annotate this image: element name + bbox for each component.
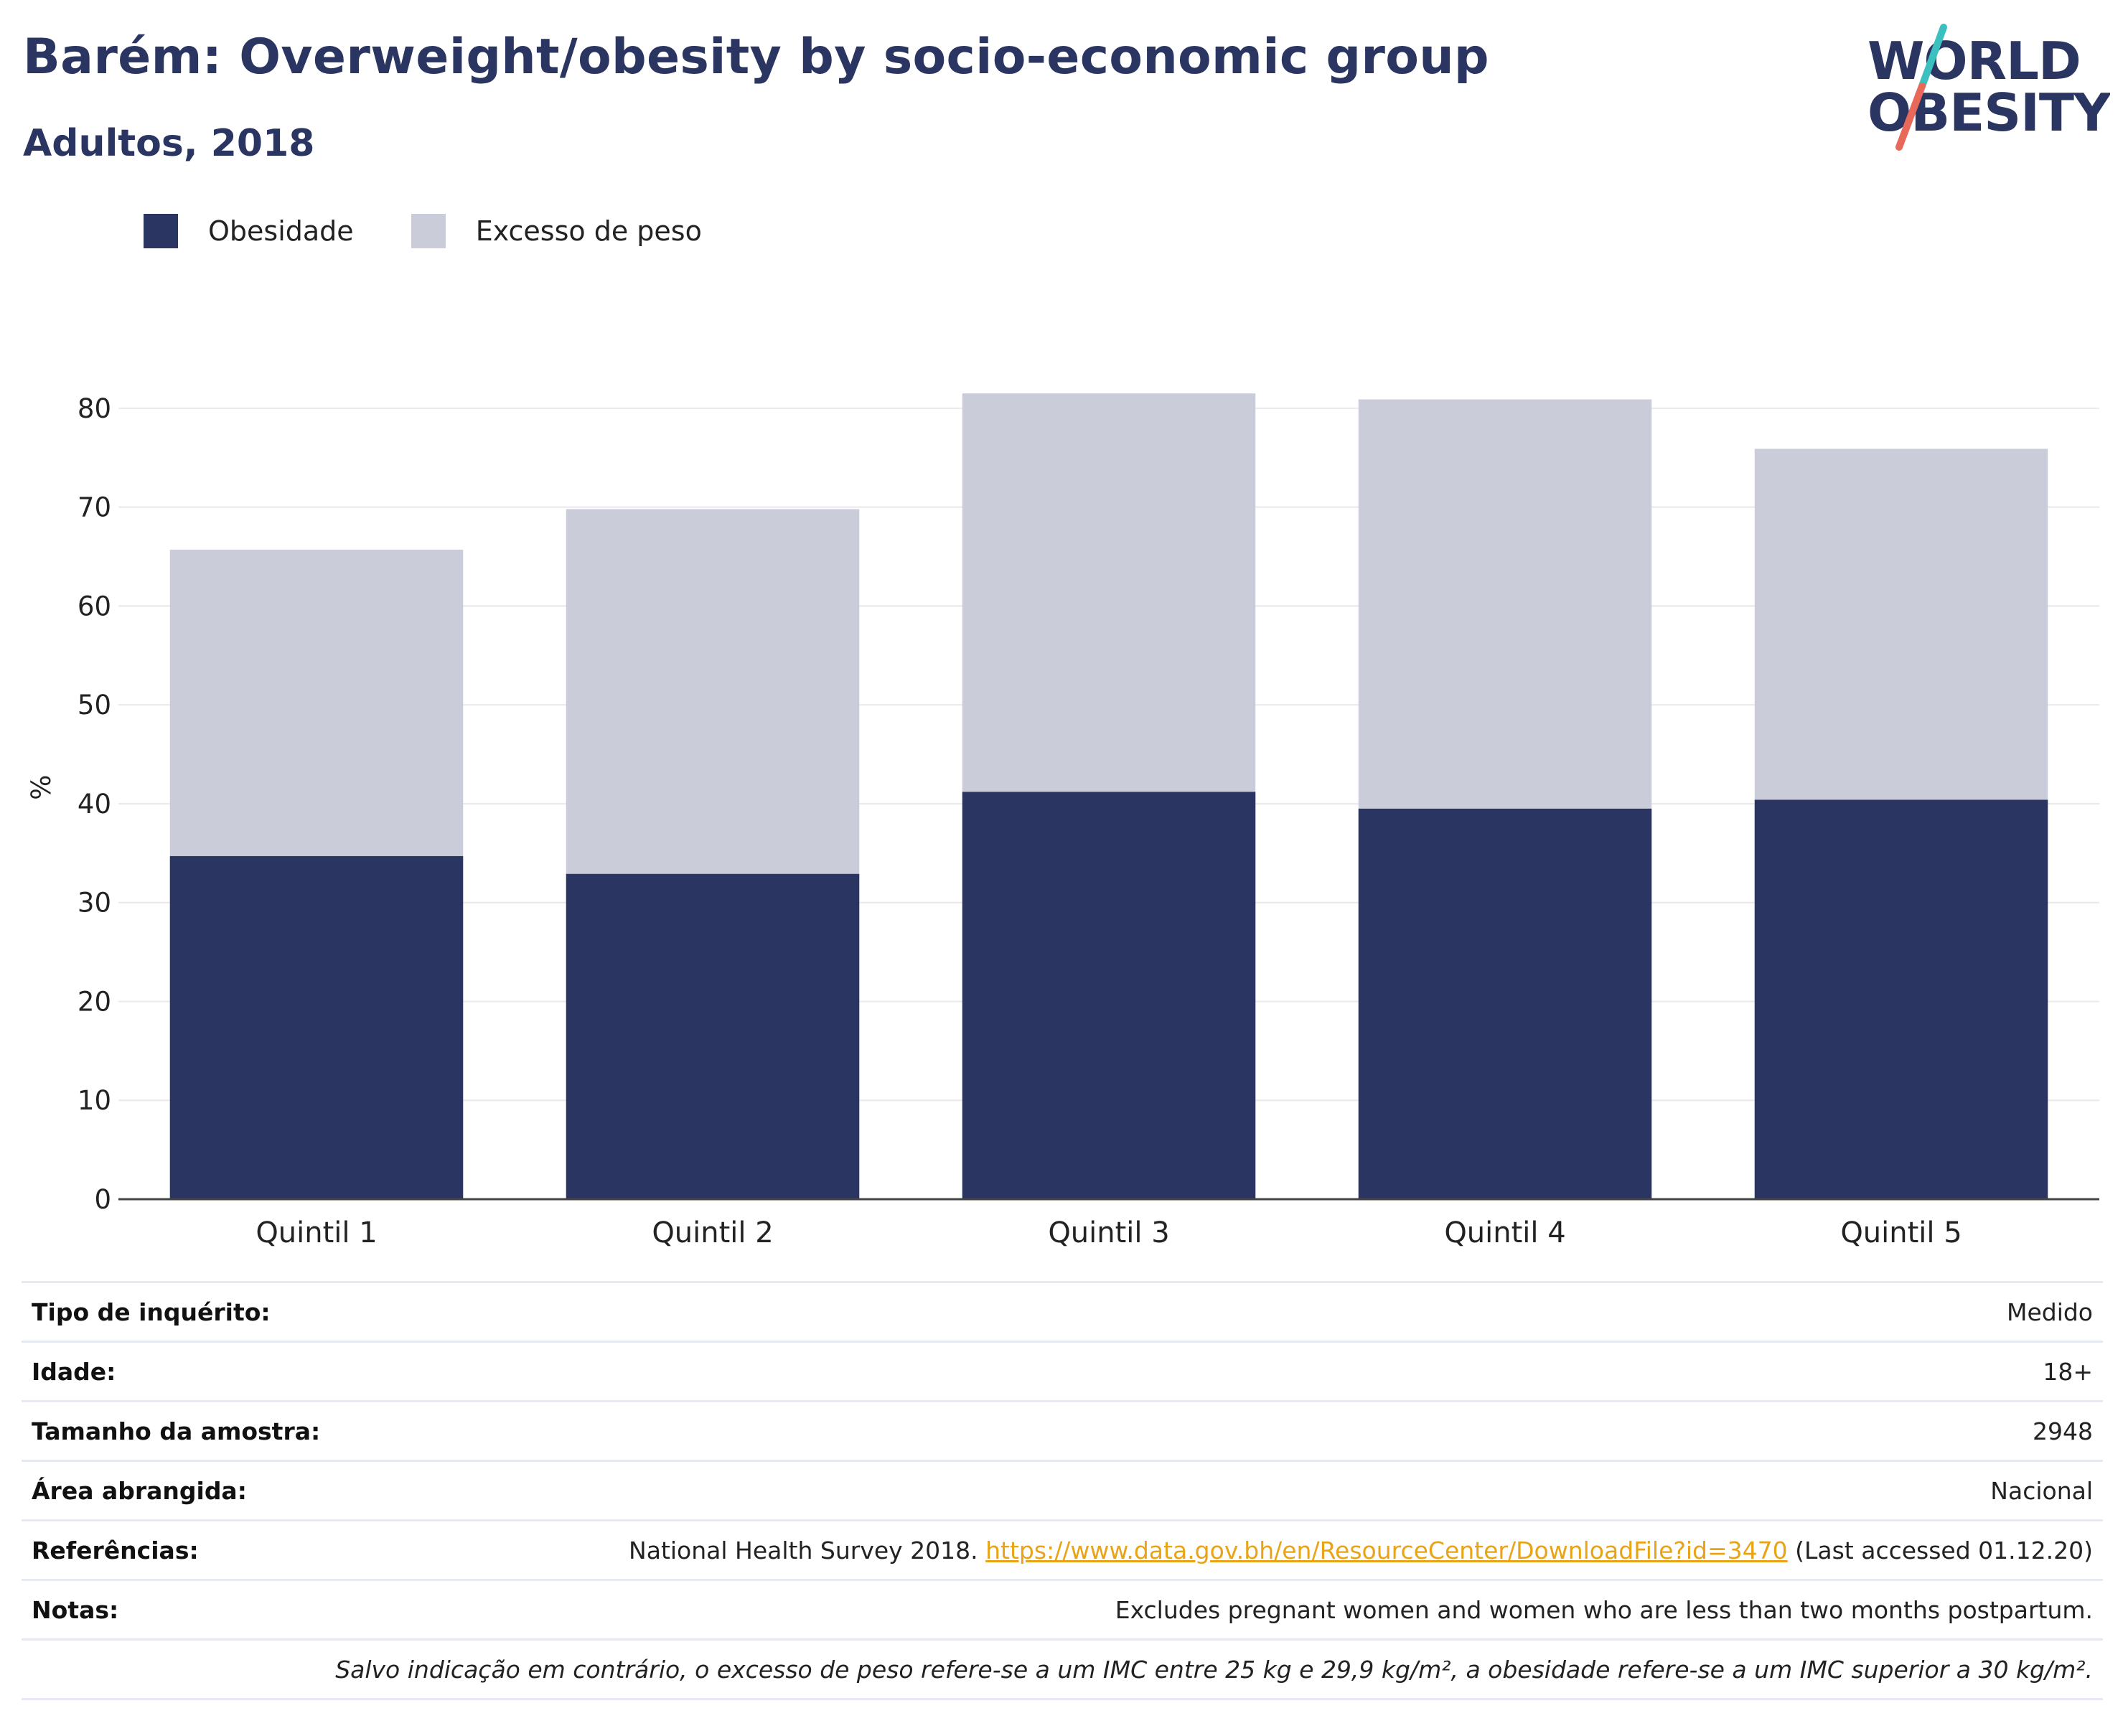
bar-obesity bbox=[1358, 808, 1652, 1199]
legend-label-overweight: Excesso de peso bbox=[475, 215, 702, 247]
y-tick-label: 20 bbox=[78, 986, 111, 1017]
info-row-survey-type: Tipo de inquérito: Medido bbox=[22, 1281, 2103, 1342]
info-row-footnote: Salvo indicação em contrário, o excesso … bbox=[22, 1638, 2103, 1700]
info-label: Tamanho da amostra: bbox=[22, 1400, 380, 1461]
y-axis-title: % bbox=[26, 775, 57, 800]
info-value: Nacional bbox=[380, 1460, 2103, 1521]
info-label: Tipo de inquérito: bbox=[22, 1281, 380, 1342]
y-tick-label: 40 bbox=[78, 789, 111, 820]
info-label: Área abrangida: bbox=[22, 1460, 380, 1521]
logo-line-1: WORLD bbox=[1867, 31, 2081, 91]
bar-obesity bbox=[962, 792, 1256, 1199]
legend-swatch-obesity bbox=[144, 214, 178, 248]
info-row-sample-size: Tamanho da amostra: 2948 bbox=[22, 1400, 2103, 1461]
bar-chart: 0 10 20 30 40 50 60 70 80% Quintil 1 Quintil 2 Quin… bbox=[26, 393, 2099, 1249]
info-row-area: Área abrangida: Nacional bbox=[22, 1460, 2103, 1521]
chart-subtitle: Adultos, 2018 bbox=[23, 122, 315, 165]
x-tick-label: Quintil 2 bbox=[652, 1216, 773, 1249]
legend-item-overweight[interactable]: Excesso de peso bbox=[411, 214, 702, 248]
chart-title: Barém: Overweight/obesity by socio-econo… bbox=[23, 29, 1489, 85]
y-tick-label: 30 bbox=[78, 888, 111, 919]
bar-obesity bbox=[1754, 799, 2048, 1199]
x-tick-label: Quintil 1 bbox=[256, 1216, 377, 1249]
x-tick-label: Quintil 4 bbox=[1444, 1216, 1565, 1249]
info-label: Idade: bbox=[22, 1341, 380, 1402]
info-row-notes: Notas: Excludes pregnant women and women… bbox=[22, 1579, 2103, 1640]
y-tick-label: 50 bbox=[78, 690, 111, 721]
info-label: Notas: bbox=[22, 1579, 380, 1640]
x-tick-label: Quintil 3 bbox=[1048, 1216, 1169, 1249]
y-tick-label: 10 bbox=[78, 1085, 111, 1116]
reference-text: National Health Survey 2018. bbox=[629, 1536, 986, 1564]
info-value: Medido bbox=[380, 1281, 2103, 1342]
info-value: Excludes pregnant women and women who ar… bbox=[380, 1579, 2103, 1640]
info-value: National Health Survey 2018. https://www… bbox=[380, 1519, 2103, 1580]
info-value: 2948 bbox=[380, 1400, 2103, 1461]
legend-label-obesity: Obesidade bbox=[208, 215, 354, 247]
y-tick-label: 80 bbox=[78, 393, 111, 424]
bar-obesity bbox=[169, 855, 464, 1199]
logo-slash-top bbox=[1918, 24, 1947, 90]
y-tick-label: 60 bbox=[78, 591, 111, 621]
world-obesity-logo: WORLD OBESITY bbox=[1867, 24, 2110, 151]
info-label: Referências: bbox=[22, 1519, 380, 1580]
legend: Obesidade Excesso de peso bbox=[144, 210, 759, 253]
y-tick-label: 70 bbox=[78, 492, 111, 523]
bar-obesity bbox=[566, 873, 860, 1199]
reference-link[interactable]: https://www.data.gov.bh/en/ResourceCente… bbox=[985, 1536, 1788, 1564]
bmi-footnote: Salvo indicação em contrário, o excesso … bbox=[22, 1638, 2103, 1700]
legend-swatch-overweight bbox=[411, 214, 446, 248]
info-row-age: Idade: 18+ bbox=[22, 1341, 2103, 1402]
info-value: 18+ bbox=[380, 1341, 2103, 1402]
y-tick-label: 0 bbox=[94, 1184, 111, 1215]
reference-accessed: (Last accessed 01.12.20) bbox=[1787, 1536, 2093, 1564]
info-row-references: Referências: National Health Survey 2018… bbox=[22, 1519, 2103, 1580]
logo-slash-bottom bbox=[1895, 83, 1926, 151]
x-tick-label: Quintil 5 bbox=[1840, 1216, 1962, 1249]
survey-info-table: Tipo de inquérito: Medido Idade: 18+ Tam… bbox=[22, 1281, 2103, 1700]
legend-item-obesity[interactable]: Obesidade bbox=[144, 214, 354, 248]
